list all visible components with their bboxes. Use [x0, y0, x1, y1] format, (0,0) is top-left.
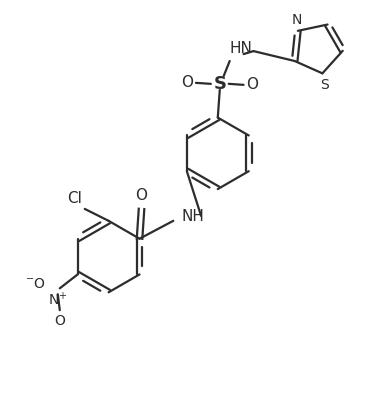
Text: O: O	[135, 188, 147, 203]
Text: $^{-}$O: $^{-}$O	[25, 277, 46, 292]
Text: O: O	[247, 77, 259, 92]
Text: O: O	[54, 314, 65, 328]
Text: NH: NH	[181, 209, 204, 224]
Text: HN: HN	[230, 41, 253, 56]
Text: O: O	[181, 75, 193, 90]
Text: N$^{+}$: N$^{+}$	[48, 291, 67, 308]
Text: S: S	[213, 75, 226, 93]
Text: S: S	[320, 78, 329, 92]
Text: N: N	[292, 13, 302, 27]
Text: Cl: Cl	[67, 191, 82, 206]
